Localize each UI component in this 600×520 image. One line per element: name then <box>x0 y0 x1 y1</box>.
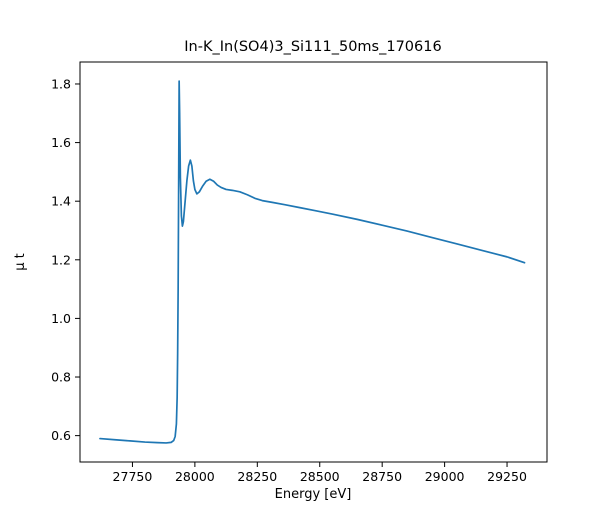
y-tick-label: 1.8 <box>51 76 71 91</box>
y-axis-label: μ t <box>13 253 28 271</box>
y-tick-label: 1.4 <box>51 194 71 209</box>
y-tick-label: 1.2 <box>51 252 71 267</box>
data-line <box>99 80 526 444</box>
y-tick-label: 0.8 <box>51 370 71 385</box>
y-tick-label: 1.6 <box>51 135 71 150</box>
x-tick-label: 27750 <box>113 469 153 484</box>
x-tick-label: 28750 <box>362 469 402 484</box>
y-tick-label: 0.6 <box>51 428 71 443</box>
x-tick-label: 29000 <box>425 469 465 484</box>
x-axis-label: Energy [eV] <box>275 487 352 502</box>
x-tick-label: 28250 <box>237 469 277 484</box>
y-tick-label: 1.0 <box>51 311 71 326</box>
x-tick-label: 29250 <box>487 469 527 484</box>
chart-title: In-K_In(SO4)3_Si111_50ms_170616 <box>184 39 441 55</box>
axes-frame <box>79 61 548 463</box>
x-tick-label: 28500 <box>300 469 340 484</box>
x-tick-label: 28000 <box>175 469 215 484</box>
plot-area: 27750 28000 28250 28500 28750 29000 29250 0.6 0.… <box>51 61 548 484</box>
